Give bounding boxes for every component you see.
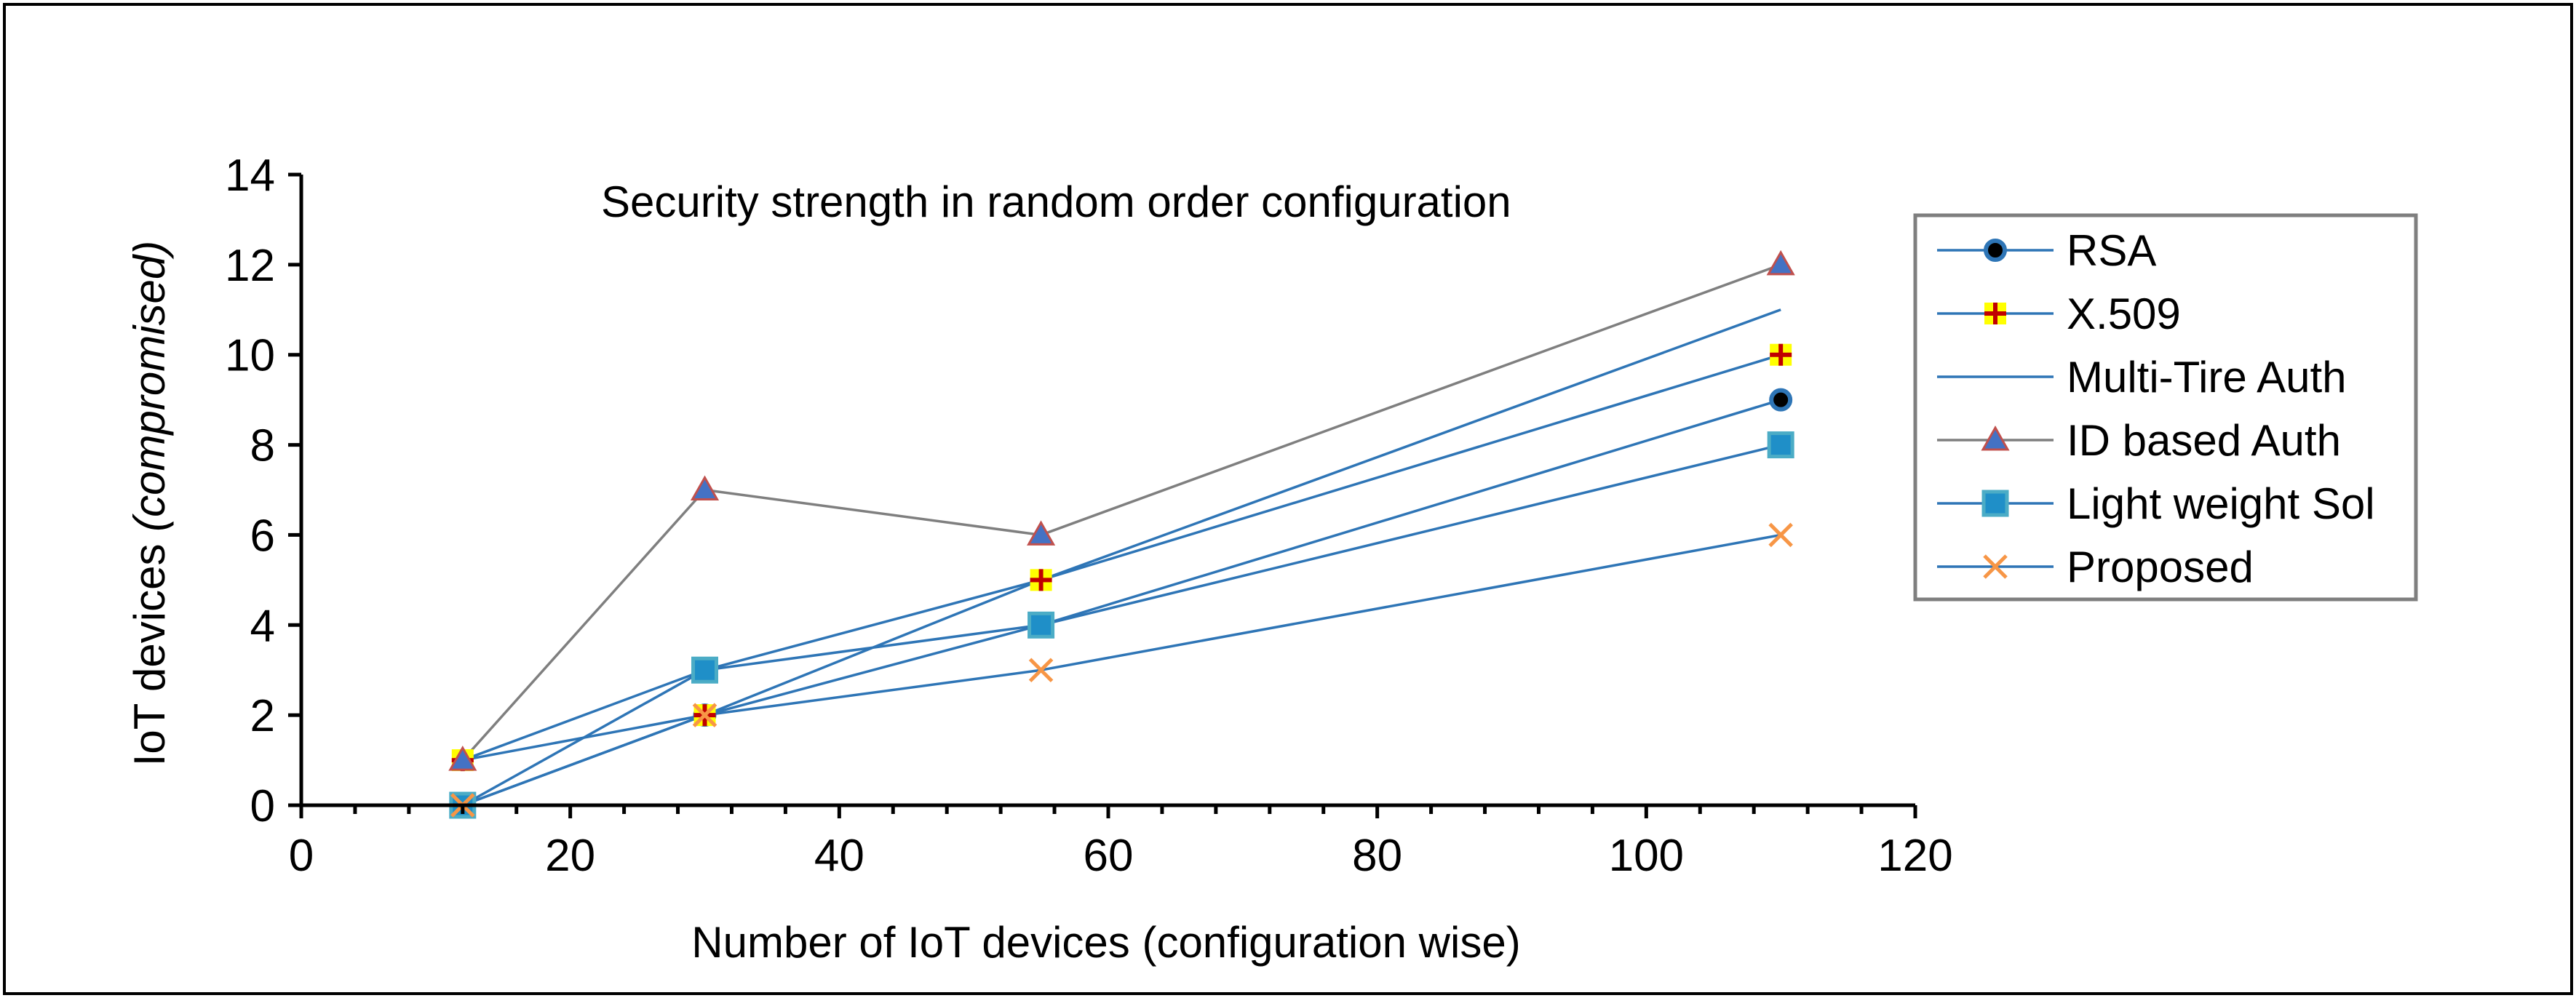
data-point-3-2-shape [1027, 520, 1056, 546]
data-point-5-2 [1028, 658, 1054, 682]
x-tick-label: 120 [1877, 831, 1952, 881]
data-point-3-1-shape [690, 475, 720, 500]
legend-item-2: Multi-Tire Auth [1937, 353, 2347, 402]
legend-label: X.509 [2067, 290, 2181, 338]
y-tick-label: 2 [250, 691, 275, 741]
y-tick-label: 14 [225, 151, 275, 201]
y-tick-label: 4 [250, 601, 275, 651]
x-axis-title: Number of IoT devices (configuration wis… [691, 918, 1520, 967]
x-tick-label: 100 [1609, 831, 1684, 881]
y-tick-label: 10 [225, 331, 275, 381]
legend-item-5: Proposed [1937, 543, 2254, 591]
data-point-4-3 [1767, 431, 1794, 459]
legend-item-3: ID based Auth [1937, 416, 2341, 465]
chart-title: Security strength in random order config… [601, 177, 1511, 226]
data-point-4-3-shape [1767, 431, 1794, 459]
data-point-5-3 [1768, 522, 1793, 548]
axes: 0 20 40 60 80 100 120 0 2 4 6 8 10 12 14 [225, 151, 1953, 881]
data-point-1-2 [1030, 569, 1052, 591]
legend: RSA X.509 Multi-Tire Auth ID based Auth Ligh… [1913, 213, 2418, 602]
legend-box [1913, 213, 2418, 602]
data-point-4-2 [1027, 611, 1055, 639]
x-tick-label: 40 [814, 831, 864, 881]
data-point-5-2-shape [1028, 658, 1054, 682]
legend-swatch-marker-shape [1984, 303, 2006, 324]
data-point-3-2 [1027, 520, 1056, 546]
legend-swatch-marker [1984, 239, 2007, 262]
legend-label: Proposed [2067, 543, 2254, 591]
y-tick-label: 12 [225, 241, 275, 291]
legend-label: RSA [2067, 226, 2156, 275]
legend-item-0: RSA [1937, 226, 2156, 275]
data-point-1-3-shape [1770, 343, 1792, 366]
data-point-3-0 [448, 746, 477, 771]
data-point-5-1 [692, 703, 717, 727]
series-line-2 [462, 308, 1781, 762]
data-point-0-3-shape [1769, 388, 1793, 412]
data-point-3-3 [1766, 250, 1795, 276]
series-line-5 [462, 533, 1781, 807]
legend-label: Light weight Sol [2067, 479, 2375, 528]
legend-swatch-marker [1981, 490, 2009, 517]
data-point-1-3 [1770, 343, 1792, 366]
x-tick-label: 20 [545, 831, 595, 881]
y-axis-title-italic: (compromised) [125, 241, 174, 532]
series-line-3 [461, 263, 1781, 762]
data-point-3-0-shape [448, 746, 477, 771]
legend-label: Multi-Tire Auth [2067, 353, 2347, 402]
data-point-3-3-shape [1766, 250, 1795, 276]
series-line-4 [461, 443, 1781, 807]
legend-swatch-marker-shape [1981, 425, 2010, 451]
y-tick-label: 8 [250, 421, 275, 471]
y-axis-title-plain: IoT devices [125, 532, 174, 766]
data-point-5-1-shape [692, 703, 717, 727]
x-tick-label: 60 [1084, 831, 1134, 881]
legend-item-4: Light weight Sol [1937, 479, 2375, 528]
legend-swatch-marker-shape [1981, 490, 2009, 517]
legend-swatch-marker [1981, 425, 2010, 451]
legend-swatch-marker [1984, 303, 2006, 324]
data-point-1-2-shape [1030, 569, 1052, 591]
y-axis-title: IoT devices (compromised) [125, 241, 174, 766]
legend-swatch-marker [1983, 554, 2008, 579]
y-tick-label: 6 [250, 511, 275, 561]
data-point-4-2-shape [1027, 611, 1055, 639]
y-tick-label: 0 [250, 781, 275, 831]
legend-item-1: X.509 [1937, 290, 2181, 338]
data-point-4-1-shape [691, 656, 718, 684]
data-point-4-1 [691, 656, 718, 684]
legend-label: ID based Auth [2067, 416, 2341, 465]
x-tick-label: 0 [289, 831, 314, 881]
x-tick-label: 80 [1352, 831, 1402, 881]
data-point-0-3 [1769, 388, 1793, 412]
data-point-3-1 [690, 475, 720, 500]
data-point-5-3-shape [1768, 522, 1793, 548]
legend-swatch-marker-shape [1984, 239, 2007, 262]
legend-swatch-marker-shape [1983, 554, 2008, 579]
